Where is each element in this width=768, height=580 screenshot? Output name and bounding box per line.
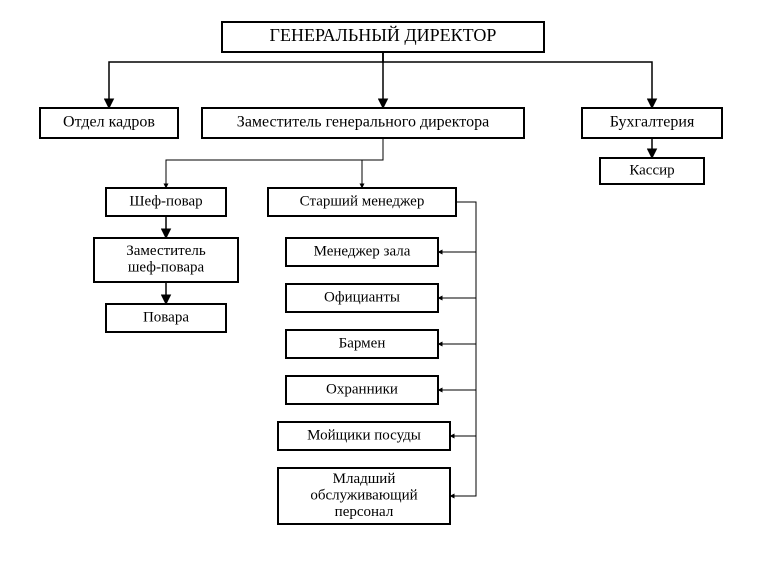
edge-gendir-hr [109,52,383,108]
node-label-chef: Шеф-повар [129,193,202,209]
node-label-hr: Отдел кадров [63,114,155,131]
node-hr: Отдел кадров [40,108,178,138]
node-label-zamchef-line0: Заместитель [126,243,206,259]
org-chart: ГЕНЕРАЛЬНЫЙ ДИРЕКТОР Отдел кадров Заместит… [0,0,768,580]
edge-smgr-ofic [438,252,476,298]
node-label-zamchef-line1: шеф-повара [128,260,205,276]
edge-smgr-ohr [438,344,476,390]
node-ohr: Охранники [286,376,438,404]
node-label-povara: Повара [143,309,189,325]
node-label-smgr: Старший менеджер [300,193,425,209]
node-mlad: Младшийобслуживающийперсонал [278,468,450,524]
node-smgr: Старший менеджер [268,188,456,216]
node-ofic: Официанты [286,284,438,312]
node-chef: Шеф-повар [106,188,226,216]
node-buh: Бухгалтерия [582,108,722,138]
edge-gendir-buh [383,52,652,108]
node-label-ofic: Официанты [324,289,400,305]
node-moika: Мойщики посуды [278,422,450,450]
node-label-mgrzala: Менеджер зала [314,243,411,259]
node-label-mlad-line2: персонал [335,504,394,520]
node-label-ohr: Охранники [326,381,398,397]
node-label-gendir: ГЕНЕРАЛЬНЫЙ ДИРЕКТОР [270,25,497,45]
edge-smgr-mlad [450,436,476,496]
node-label-buh: Бухгалтерия [610,114,695,131]
node-mgrzala: Менеджер зала [286,238,438,266]
nodes: ГЕНЕРАЛЬНЫЙ ДИРЕКТОР Отдел кадров Заместит… [40,22,722,524]
node-zamchef: Заместительшеф-повара [94,238,238,282]
node-label-mlad-line1: обслуживающий [310,487,417,503]
node-label-mlad-line0: Младший [333,471,396,487]
node-zam: Заместитель генерального директора [202,108,524,138]
node-kassir: Кассир [600,158,704,184]
node-label-kassir: Кассир [629,162,674,178]
node-label-barmen: Бармен [339,335,386,351]
edge-zam-chef [166,138,383,188]
node-barmen: Бармен [286,330,438,358]
edge-smgr-barmen [438,298,476,344]
node-label-zam: Заместитель генерального директора [237,114,489,131]
node-label-moika: Мойщики посуды [307,427,421,443]
edge-smgr-moika [450,390,476,436]
edge-zam-smgr [362,160,383,188]
node-povara: Повара [106,304,226,332]
node-gendir: ГЕНЕРАЛЬНЫЙ ДИРЕКТОР [222,22,544,52]
